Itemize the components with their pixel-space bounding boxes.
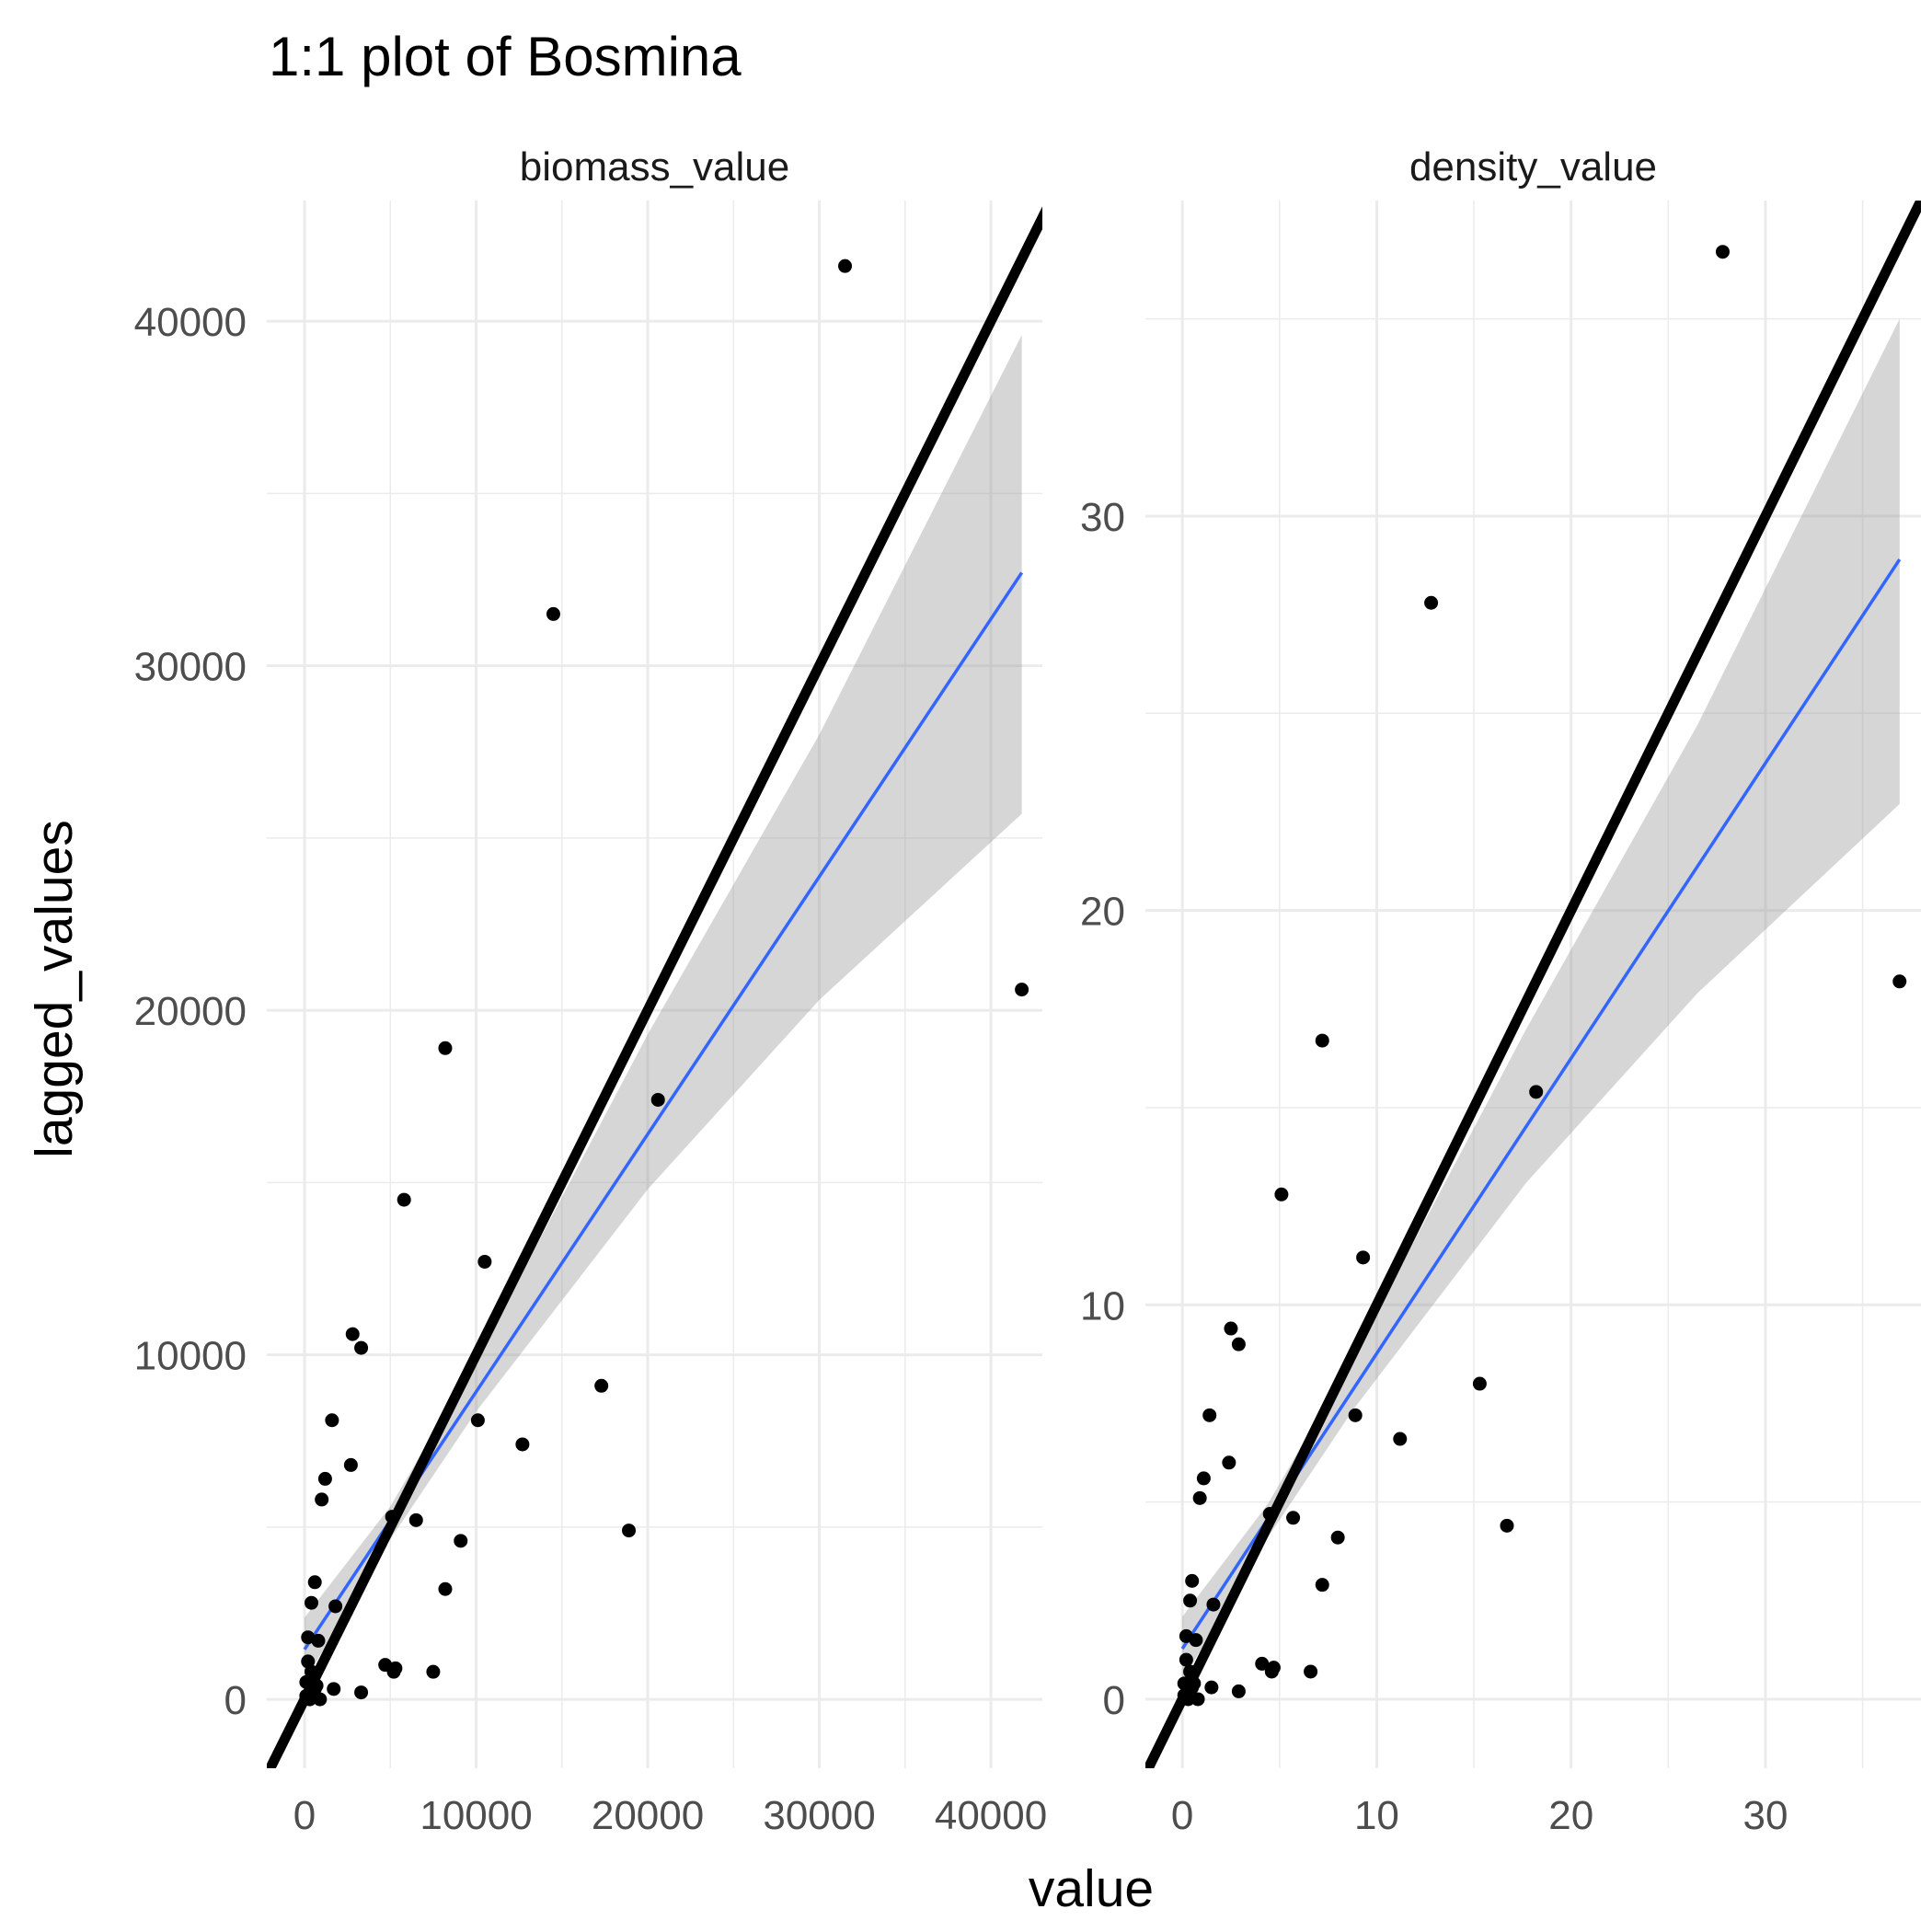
plot-area: [1145, 201, 1921, 1768]
y-tick-label: 10: [1080, 1283, 1125, 1328]
data-point: [345, 1327, 360, 1341]
data-point: [397, 1192, 411, 1207]
y-tick-label: 10000: [134, 1334, 247, 1379]
data-point: [1183, 1593, 1198, 1608]
panel-strip-label: biomass_value: [520, 144, 790, 190]
x-axis-title: value: [1029, 1859, 1154, 1918]
y-tick-label: 0: [224, 1678, 247, 1723]
data-point: [327, 1682, 341, 1696]
identity-line: [1145, 201, 1921, 1768]
data-point: [1222, 1455, 1236, 1470]
chart-title: 1:1 plot of Bosmina: [269, 26, 742, 87]
y-tick-label: 20: [1080, 890, 1125, 935]
data-point: [307, 1575, 322, 1590]
identity-line: [267, 206, 1042, 1768]
data-point: [838, 259, 853, 273]
data-point: [1274, 1187, 1289, 1202]
data-point: [470, 1413, 485, 1428]
data-point: [1315, 1033, 1329, 1048]
data-point: [1892, 974, 1907, 989]
x-tick-label: 40000: [935, 1793, 1047, 1838]
data-point: [1255, 1656, 1270, 1671]
data-point: [1231, 1337, 1246, 1351]
data-point: [315, 1492, 329, 1507]
data-point: [426, 1664, 441, 1679]
data-point: [1180, 1692, 1195, 1707]
data-point: [1348, 1408, 1363, 1422]
data-point: [1183, 1664, 1198, 1679]
data-point: [438, 1041, 453, 1055]
x-tick-label: 0: [293, 1793, 316, 1838]
panel-strip-label: density_value: [1409, 144, 1657, 190]
panel-density: density_value 0 10 20 30 0 10 20 30: [1080, 144, 1921, 1838]
data-point: [386, 1664, 401, 1679]
data-point: [1202, 1408, 1217, 1422]
data-point: [1264, 1664, 1279, 1679]
data-point: [317, 1471, 332, 1486]
data-point: [1315, 1578, 1329, 1593]
data-point: [1472, 1376, 1487, 1391]
data-point: [594, 1378, 609, 1393]
data-point: [1424, 595, 1439, 610]
data-point: [1286, 1511, 1301, 1525]
x-tick-label: 20: [1548, 1793, 1593, 1838]
data-point: [1206, 1597, 1221, 1612]
data-point: [354, 1685, 369, 1700]
data-point: [1196, 1471, 1211, 1486]
y-tick-label: 0: [1103, 1678, 1125, 1723]
x-tick-label: 30000: [763, 1793, 875, 1838]
data-point: [1356, 1250, 1371, 1265]
data-point: [1185, 1573, 1200, 1588]
data-point: [325, 1413, 339, 1428]
data-point: [1529, 1085, 1544, 1099]
data-point: [1179, 1652, 1193, 1667]
y-tick-label: 40000: [134, 300, 247, 345]
x-tick-label: 0: [1171, 1793, 1193, 1838]
data-point: [546, 606, 560, 621]
x-tick-label: 10: [1354, 1793, 1399, 1838]
confidence-band: [305, 335, 1022, 1682]
data-point: [304, 1595, 318, 1610]
data-point: [1189, 1633, 1203, 1648]
x-tick-label: 30: [1743, 1793, 1788, 1838]
x-tick-label: 10000: [420, 1793, 532, 1838]
y-tick-label: 30000: [134, 645, 247, 690]
data-point: [385, 1510, 399, 1524]
data-point: [1393, 1432, 1408, 1446]
data-point: [1185, 1680, 1200, 1695]
data-point: [303, 1692, 317, 1707]
data-point: [1204, 1680, 1219, 1695]
data-point: [1190, 1692, 1205, 1707]
x-tick-label: 20000: [592, 1793, 704, 1838]
y-axis-title: lagged_values: [25, 820, 84, 1158]
data-point: [438, 1581, 453, 1596]
plot-area: [267, 206, 1042, 1768]
data-point: [311, 1633, 326, 1648]
data-point: [1015, 983, 1029, 997]
y-tick-label: 20000: [134, 989, 247, 1034]
data-point: [477, 1254, 492, 1269]
data-point: [328, 1599, 343, 1614]
panel-biomass: biomass_value 0 10000 20000 30000 40000 0 10000…: [134, 144, 1048, 1838]
data-point: [1715, 245, 1730, 259]
data-point: [304, 1664, 318, 1679]
data-point: [1500, 1518, 1514, 1533]
data-point: [622, 1524, 637, 1538]
data-point: [343, 1457, 358, 1472]
data-point: [454, 1534, 468, 1548]
data-point: [1262, 1507, 1277, 1522]
data-point: [1224, 1321, 1238, 1336]
data-point: [313, 1692, 328, 1707]
data-point: [307, 1682, 322, 1696]
data-point: [1330, 1530, 1345, 1545]
data-point: [408, 1512, 423, 1527]
data-point: [1231, 1684, 1246, 1698]
data-point: [354, 1340, 369, 1355]
data-point: [1192, 1490, 1207, 1505]
data-point: [1304, 1664, 1318, 1679]
data-point: [515, 1437, 530, 1452]
y-tick-label: 30: [1080, 495, 1125, 540]
data-point: [650, 1092, 665, 1107]
